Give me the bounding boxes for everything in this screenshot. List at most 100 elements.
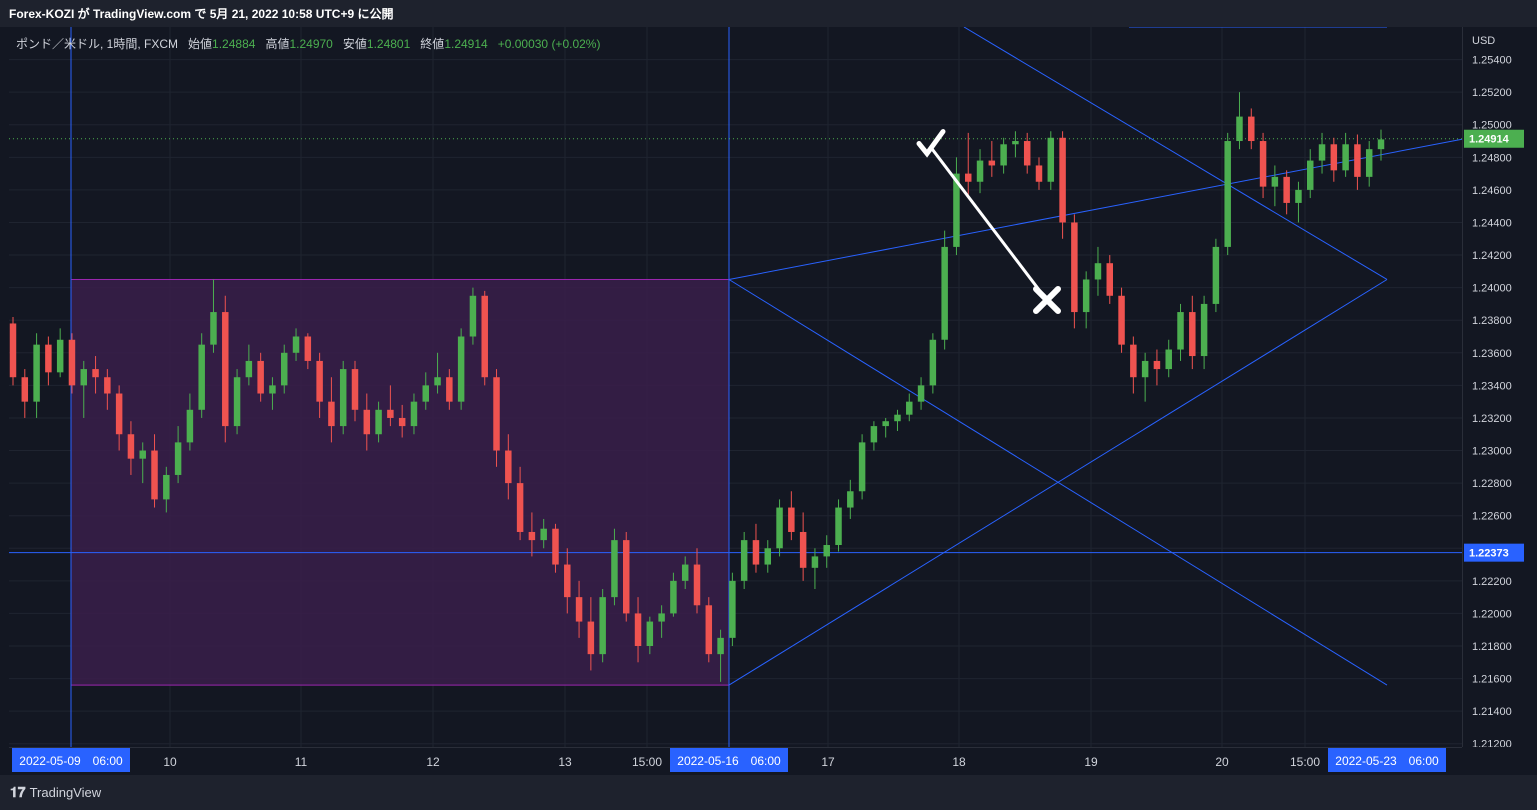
candle-body <box>222 312 229 427</box>
publish-line: Forex-KOZI が TradingView.com で 5月 21, 20… <box>9 7 394 21</box>
candle-body <box>870 426 878 443</box>
x-tick-label: 19 <box>1084 755 1098 769</box>
legend-low: 1.24801 <box>366 37 411 51</box>
candle-body <box>1271 176 1279 187</box>
candle-body <box>115 393 123 435</box>
candle-body <box>446 377 453 402</box>
candle-body <box>906 401 913 415</box>
candle-body <box>45 344 52 373</box>
candle-body <box>540 528 547 541</box>
price-chart[interactable] <box>9 27 1462 747</box>
candle-body <box>658 613 665 622</box>
candle-body <box>1106 263 1114 296</box>
y-tick-label: 1.21600 <box>1472 674 1512 686</box>
candle-body <box>1330 144 1338 171</box>
candle-body <box>894 414 901 422</box>
candle-body <box>575 597 583 622</box>
candle-body <box>398 417 406 427</box>
diamond-line[interactable] <box>728 279 1388 686</box>
candle-body <box>56 339 64 373</box>
footer-bar: 𝟏𝟕 TradingView <box>0 775 1537 810</box>
y-tick-label: 1.23800 <box>1472 315 1512 327</box>
candle-body <box>139 450 146 459</box>
y-tick-label: 1.23000 <box>1472 446 1512 458</box>
candle-body <box>163 474 170 500</box>
candle-body <box>646 621 654 647</box>
legend-symbol: ポンド／米ドル, 1時間, FXCM <box>16 37 179 51</box>
candle-body <box>776 507 783 549</box>
legend-low-label: 安値 <box>342 37 367 51</box>
candle-body <box>1224 141 1231 247</box>
x-tick-label: 18 <box>952 755 966 769</box>
diamond-line[interactable] <box>963 27 1388 280</box>
candle-body <box>611 540 618 598</box>
publish-header: Forex-KOZI が TradingView.com で 5月 21, 20… <box>0 0 1537 27</box>
candle-body <box>339 369 347 427</box>
time-axis[interactable]: 10 11 12 13 15:00 17 18 19 20 15:00 2022-05-09 06:… <box>9 747 1462 775</box>
x-highlight-bg <box>12 748 130 772</box>
candle-body <box>257 360 264 394</box>
candle-body <box>9 323 17 378</box>
range-box[interactable] <box>70 278 730 686</box>
candle-body <box>953 173 960 247</box>
x-tick-label: 13 <box>558 755 572 769</box>
candle-body <box>245 360 253 378</box>
legend-high-label: 高値 <box>265 37 290 51</box>
x-tick-label: 12 <box>426 755 440 769</box>
candle-body <box>375 409 382 435</box>
candle-body <box>233 377 241 427</box>
candle-body <box>186 409 194 443</box>
candle-body <box>469 295 477 337</box>
candle-body <box>1071 222 1078 313</box>
candle-body <box>847 491 854 508</box>
candle-body <box>1059 137 1066 223</box>
candle-body <box>587 621 595 655</box>
candle-body <box>1189 312 1196 357</box>
diamond-line[interactable] <box>728 138 1462 280</box>
chart-area[interactable]: ポンド／米ドル, 1時間, FXCM 始値1.24884 高値1.24970 安… <box>9 27 1462 747</box>
candle-body <box>634 613 642 647</box>
candle-body <box>1012 141 1019 145</box>
candle-body <box>1212 246 1220 304</box>
x-highlight-label: 2022-05-23 06:00 <box>1335 754 1439 768</box>
candle-body <box>304 336 312 361</box>
candle-body <box>505 450 512 484</box>
x-highlight-label: 2022-05-09 06:00 <box>19 754 123 768</box>
y-tick-label: 1.21400 <box>1472 706 1512 718</box>
candle-body <box>127 434 135 459</box>
candle-body <box>882 421 889 427</box>
candle-body <box>269 385 276 394</box>
x-tick-label: 17 <box>821 755 835 769</box>
hline-price-label: 1.22373 <box>1469 548 1509 560</box>
price-axis[interactable]: USD 1.25400 1.25200 1.25000 1.24800 1.24600 1… <box>1462 27 1537 747</box>
chart-legend: ポンド／米ドル, 1時間, FXCM 始値1.24884 高値1.24970 安… <box>16 35 600 52</box>
y-tick-label: 1.21200 <box>1472 739 1512 747</box>
candle-body <box>552 528 559 565</box>
candle-body <box>1354 144 1361 177</box>
tradingview-logo-icon: 𝟏𝟕 <box>10 784 26 801</box>
candle-body <box>1023 141 1031 166</box>
legend-close: 1.24914 <box>444 37 488 51</box>
candle-body <box>410 401 418 427</box>
y-tick-label: 1.22800 <box>1472 478 1512 490</box>
candle-body <box>1082 279 1090 313</box>
x-highlight-label: 2022-05-16 06:00 <box>677 754 781 768</box>
candle-body <box>104 377 111 394</box>
y-tick-label: 1.24600 <box>1472 185 1512 197</box>
candle-body <box>198 344 205 410</box>
candle-body <box>1295 189 1302 203</box>
candle-body <box>717 637 724 655</box>
trade-arrow-line[interactable] <box>929 146 1048 300</box>
hline-price-badge <box>1464 543 1524 562</box>
candle-body <box>457 336 465 402</box>
y-tick-label: 1.25000 <box>1472 120 1512 132</box>
candle-body <box>328 401 335 427</box>
candle-body <box>174 442 182 475</box>
candle-body <box>1118 295 1125 345</box>
y-tick-label: 1.23400 <box>1472 380 1512 392</box>
candle-body <box>705 605 713 655</box>
last-price-badge <box>1464 129 1524 148</box>
candle-body <box>564 564 571 598</box>
candle-body <box>387 409 394 418</box>
candle-body <box>811 556 819 568</box>
